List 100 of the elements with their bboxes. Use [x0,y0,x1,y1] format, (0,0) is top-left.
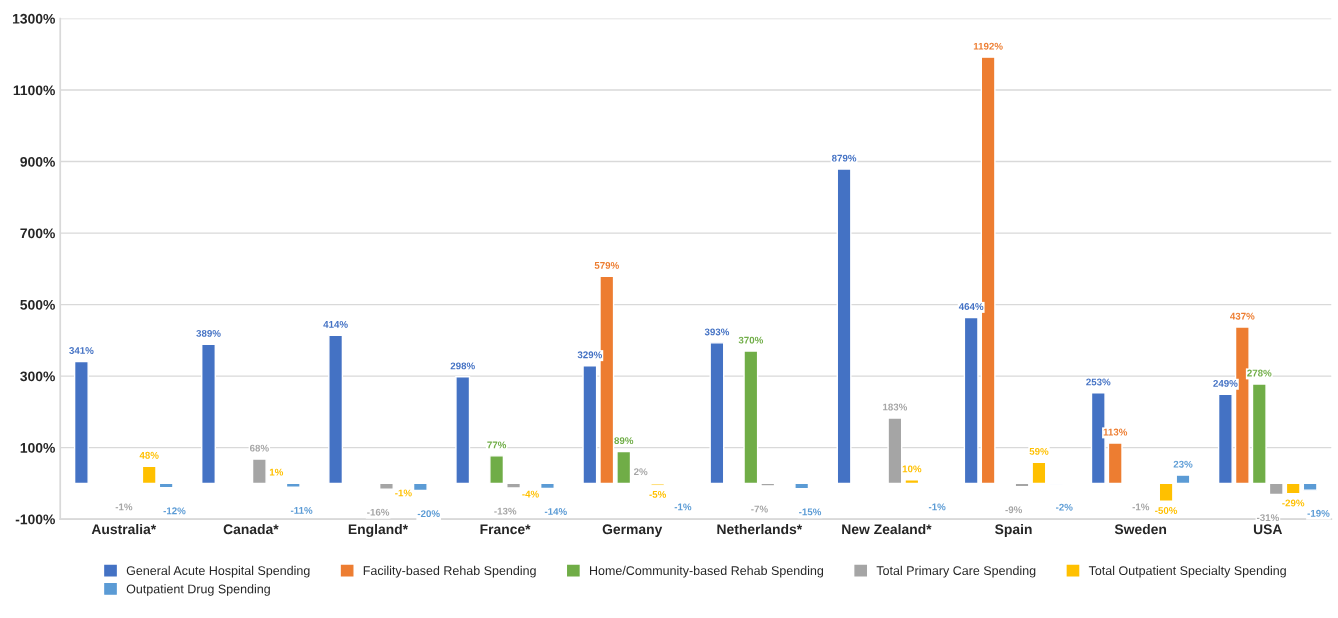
data-label: 59% [1029,447,1049,455]
bar [328,334,344,485]
x-tick-label: New Zealand* [842,523,932,535]
bar [158,482,174,489]
data-label: -14% [544,508,567,515]
bar [378,482,394,490]
x-tick-label: Canada* [223,523,279,535]
bar [1251,383,1267,485]
data-label: 414% [323,321,348,328]
data-label: -50% [1155,507,1178,514]
data-label: -1% [115,503,133,511]
data-label: -11% [290,507,313,514]
bar [836,168,852,485]
bar [1217,393,1233,485]
x-tick-label: Netherlands* [717,523,803,535]
bar [963,316,979,485]
bar [709,342,725,485]
x-tick-label: Australia* [91,523,157,535]
data-label: -1% [1132,503,1150,511]
y-tick-label: 300% [20,371,55,382]
data-label: 77% [487,441,507,449]
legend-label: General Acute Hospital Spending [126,565,310,578]
legend-label: Total Primary Care Spending [876,565,1036,578]
bar [141,465,157,485]
bar [887,417,903,485]
legend-label: Outpatient Drug Spending [126,584,270,596]
data-label: 329% [577,351,603,359]
data-label: -19% [1307,509,1330,517]
bar [1285,482,1301,495]
data-label: -20% [417,510,440,518]
y-tick-label: 1100% [13,85,55,96]
data-label: -4% [522,490,539,498]
x-tick-label: Sweden [1114,523,1167,535]
bar [1175,474,1191,485]
x-tick-label: USA [1253,524,1283,535]
bar [412,482,428,492]
data-label: 10% [902,465,922,473]
data-label: 389% [196,329,221,337]
x-tick-label: Spain [995,523,1032,537]
data-label: 298% [450,362,475,370]
bar [582,365,598,485]
x-tick-label: France* [480,524,531,535]
data-label: -29% [1282,499,1305,507]
bar [616,450,632,485]
bar [506,482,522,489]
data-label: -12% [163,507,186,515]
data-label: -16% [367,508,390,516]
data-label: -5% [649,490,667,498]
data-label: -13% [494,507,517,515]
bar [489,455,505,485]
data-label: 253% [1086,378,1111,386]
legend-label: Facility-based Rehab Spending [363,565,536,578]
bar [73,360,89,485]
data-label: 23% [1173,460,1193,468]
data-label: 341% [69,347,94,354]
data-label: -1% [395,489,412,497]
bar [743,350,759,485]
data-label: -15% [799,508,822,516]
data-label: 48% [139,451,159,459]
data-label: 89% [614,437,634,445]
data-label: 113% [1103,428,1128,436]
data-label: 68% [249,444,269,452]
legend-label: Total Outpatient Specialty Spending [1088,565,1286,578]
bar [904,479,920,485]
bar [1268,482,1284,496]
x-tick-label: England* [348,523,409,537]
bar [1302,482,1318,491]
data-label: 879% [831,154,857,162]
data-label: 370% [738,336,764,344]
bar [1158,482,1174,502]
data-label: 183% [883,403,908,411]
data-label: -31% [1256,514,1279,522]
data-label: -7% [751,505,768,513]
bar [1107,442,1123,485]
y-tick-label: 900% [20,156,55,167]
y-tick-label: 500% [20,299,55,310]
data-label: -9% [1005,506,1023,514]
data-label: 278% [1247,369,1272,377]
data-label: 579% [594,261,619,269]
bar [251,458,267,485]
bar [760,482,776,487]
y-tick-label: 1300% [12,13,55,24]
data-label: -1% [928,503,946,511]
data-label: 464% [958,303,984,310]
bar [1031,461,1047,485]
data-label: -1% [674,503,692,511]
data-label: 393% [704,328,730,336]
bar [539,482,555,490]
bar [201,343,216,485]
bar [455,376,471,485]
data-label: 2% [633,468,648,476]
bar [285,482,301,488]
bar [794,482,810,490]
data-label: 249% [1213,379,1238,387]
legend-label: Home/Community-based Rehab Spending [590,565,824,578]
y-tick-label: 700% [20,228,55,239]
data-label: 1% [269,468,284,476]
data-label: -2% [1055,503,1073,511]
data-label: 1192% [973,42,1003,50]
y-tick-label: 100% [20,442,55,453]
